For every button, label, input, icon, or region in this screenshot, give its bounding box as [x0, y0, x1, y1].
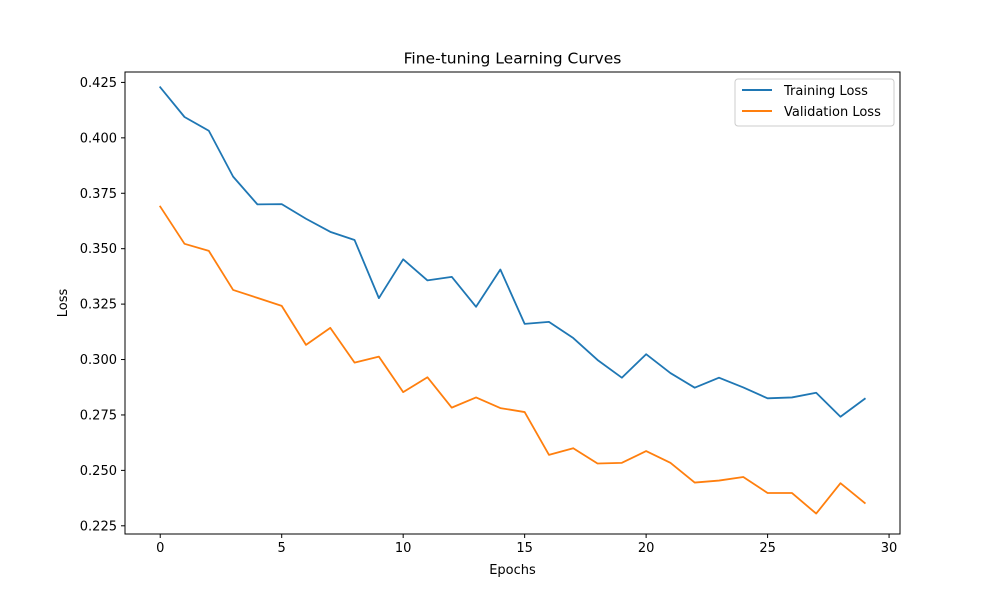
x-tick-label: 0 — [156, 541, 164, 556]
x-tick-label: 25 — [759, 541, 776, 556]
x-tick-label: 5 — [278, 541, 286, 556]
y-tick-label: 0.375 — [80, 187, 117, 202]
legend-label-validation-loss: Validation Loss — [784, 105, 881, 120]
y-tick-label: 0.275 — [80, 408, 117, 423]
y-tick-label: 0.425 — [80, 76, 117, 91]
y-tick-label: 0.325 — [80, 298, 117, 313]
y-tick-label: 0.400 — [80, 131, 117, 146]
plot-frame — [124, 71, 901, 535]
x-tick-label: 10 — [395, 541, 412, 556]
series-line-training-loss — [158, 86, 867, 418]
x-tick-label: 15 — [516, 541, 533, 556]
y-tick-label: 0.300 — [80, 353, 117, 368]
y-tick-label: 0.250 — [80, 464, 117, 479]
x-tick-label: 20 — [638, 541, 655, 556]
legend-box — [734, 78, 895, 127]
y-axis-ticks: 0.225 0.250 0.275 0.300 0.325 0.350 0.375 0.400… — [80, 76, 125, 534]
y-tick-label: 0.350 — [80, 242, 117, 257]
series-line-validation-loss — [158, 205, 867, 515]
x-tick-label: 30 — [881, 541, 898, 556]
x-axis-ticks: 0 5 10 15 20 25 30 — [156, 534, 897, 556]
x-axis-label: Epochs — [489, 563, 536, 578]
legend-label-training-loss: Training Loss — [783, 84, 868, 99]
plot-lines — [158, 86, 867, 515]
chart-title: Fine-tuning Learning Curves — [404, 50, 622, 68]
y-tick-label: 0.225 — [80, 519, 117, 534]
legend: Training Loss Validation Loss — [734, 78, 895, 127]
y-axis-label: Loss — [56, 289, 71, 318]
